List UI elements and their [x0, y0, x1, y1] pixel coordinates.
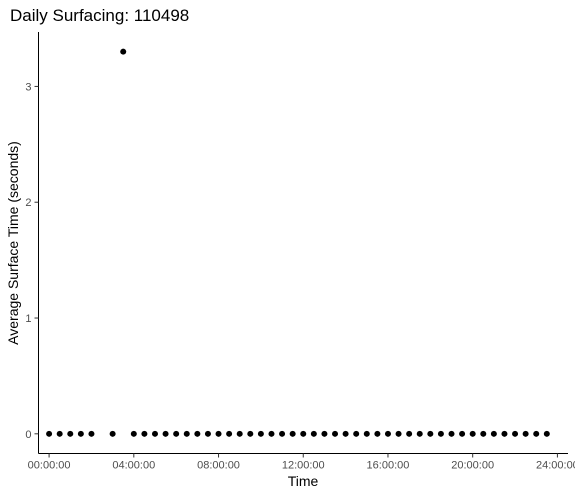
y-tick-label: 0 [25, 429, 31, 441]
data-point [173, 430, 180, 437]
plot-area: 0 1 2 3 00:00:00 04:00:00 08:00:00 12:00:00 16:… [25, 32, 575, 472]
data-point [395, 430, 402, 437]
data-point [46, 430, 53, 437]
data-point [183, 430, 190, 437]
x-tick-label: 08:00:00 [197, 460, 240, 472]
data-point [427, 430, 434, 437]
data-point [67, 430, 74, 437]
data-point [363, 430, 370, 437]
data-point [109, 430, 116, 437]
y-tick-label: 2 [25, 197, 31, 209]
data-point [332, 430, 339, 437]
x-axis-label: Time [288, 473, 319, 489]
data-point [480, 430, 487, 437]
data-point [353, 430, 360, 437]
data-point [56, 430, 63, 437]
data-point [459, 430, 466, 437]
data-point [384, 430, 391, 437]
data-point [342, 430, 349, 437]
data-point [437, 430, 444, 437]
data-point [151, 430, 158, 437]
data-point [522, 430, 529, 437]
data-point [448, 430, 455, 437]
data-point [279, 430, 286, 437]
x-tick-label: 00:00:00 [28, 460, 71, 472]
data-point [194, 430, 201, 437]
data-point [469, 430, 476, 437]
x-tick-label: 16:00:00 [367, 460, 410, 472]
data-point [130, 430, 137, 437]
data-point [374, 430, 381, 437]
data-point [257, 430, 264, 437]
chart-title: Daily Surfacing: 110498 [10, 6, 189, 25]
data-point [77, 430, 84, 437]
data-point [543, 430, 550, 437]
data-point [406, 430, 413, 437]
data-point [236, 430, 243, 437]
data-points [46, 48, 550, 437]
data-point [490, 430, 497, 437]
data-point [88, 430, 95, 437]
data-point [416, 430, 423, 437]
data-point [501, 430, 508, 437]
data-point [300, 430, 307, 437]
data-point [533, 430, 540, 437]
data-point [120, 48, 127, 55]
y-ticks: 0 1 2 3 [25, 81, 39, 441]
data-point [268, 430, 275, 437]
data-point [321, 430, 328, 437]
data-point [226, 430, 233, 437]
data-point [141, 430, 148, 437]
data-point [247, 430, 254, 437]
data-point [310, 430, 317, 437]
data-point [512, 430, 519, 437]
data-point [215, 430, 222, 437]
y-tick-label: 1 [25, 313, 31, 325]
data-point [204, 430, 211, 437]
data-point [289, 430, 296, 437]
x-ticks: 00:00:00 04:00:00 08:00:00 12:00:00 16:00:00… [28, 453, 575, 472]
x-tick-label: 12:00:00 [282, 460, 325, 472]
y-axis-label: Average Surface Time (seconds) [5, 141, 21, 345]
y-tick-label: 3 [25, 81, 31, 93]
x-tick-label: 24:00:00 [536, 460, 575, 472]
x-tick-label: 04:00:00 [112, 460, 155, 472]
x-tick-label: 20:00:00 [451, 460, 494, 472]
data-point [162, 430, 169, 437]
